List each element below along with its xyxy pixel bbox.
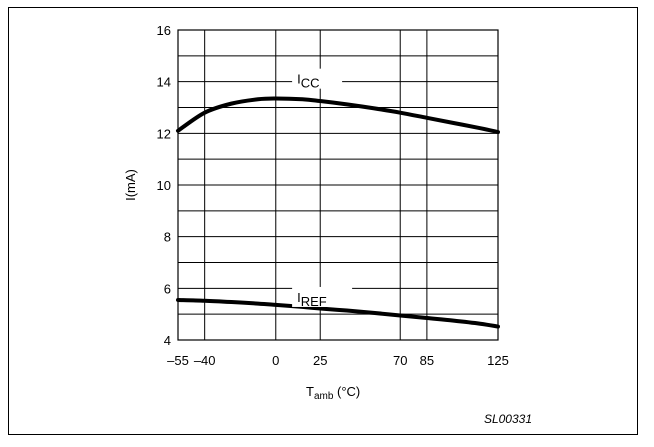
figure-frame	[8, 7, 638, 435]
y-tick-label: 8	[164, 230, 171, 245]
figure-id: SL00331	[484, 412, 532, 426]
series-label-bg	[292, 68, 343, 89]
x-axis-label: Tamb (°C)	[306, 384, 360, 402]
x-tick-label: 125	[487, 353, 509, 368]
x-tick-label: 0	[272, 353, 279, 368]
series-label-sub: REF	[301, 294, 327, 309]
y-tick-label: 12	[157, 126, 171, 141]
y-tick-label: 4	[164, 333, 171, 348]
series-label: ICC	[297, 72, 319, 91]
y-tick-labels: 4 6 8 10 12 14 16	[157, 23, 171, 348]
y-tick-label: 16	[157, 23, 171, 38]
series-line-0	[176, 96, 500, 135]
series-label-bg	[292, 286, 353, 307]
series-label: IREF	[297, 290, 327, 309]
x-tick-label: 85	[420, 353, 434, 368]
y-tick-label: 10	[157, 178, 171, 193]
x-tick-labels: –55 –40 0 25 70 85 125	[167, 353, 509, 368]
x-tick-label: –55	[167, 353, 189, 368]
y-tick-label: 14	[157, 75, 171, 90]
x-tick-label: –40	[194, 353, 216, 368]
grid	[178, 30, 498, 340]
series-layer	[176, 96, 500, 329]
y-tick-label: 6	[164, 281, 171, 296]
y-axis-label: I(mA)	[123, 169, 138, 201]
x-tick-label: 70	[393, 353, 407, 368]
series-label-main: I	[297, 72, 301, 87]
series-label-sub: CC	[301, 76, 320, 91]
series-line-1	[176, 297, 500, 329]
series-label-main: I	[297, 290, 301, 305]
x-tick-label: 25	[313, 353, 327, 368]
